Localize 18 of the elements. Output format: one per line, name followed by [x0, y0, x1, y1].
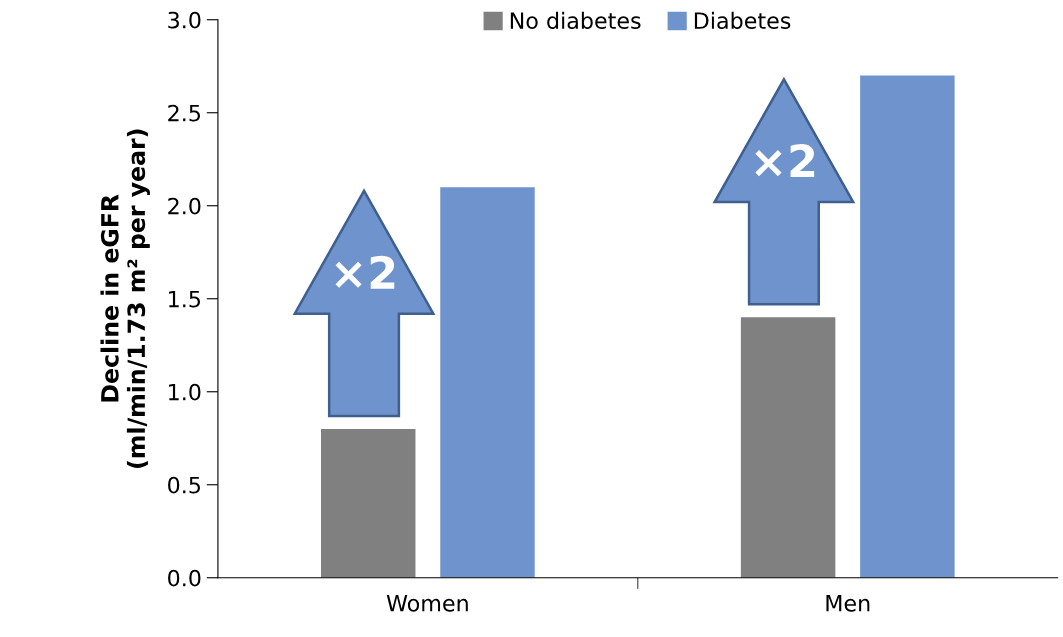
y-tick-label: 3.0 — [168, 11, 201, 29]
legend-label: No diabetes — [510, 11, 641, 30]
x-tick-label: Men — [826, 595, 870, 612]
annotation: ×2 — [755, 144, 815, 178]
bar — [740, 317, 836, 578]
bar — [321, 428, 416, 578]
annotation: ×2 — [335, 255, 395, 289]
y-axis-title: Decline in eGFR (ml/min/1.73 m² per year) — [100, 129, 150, 468]
x-tick-label: Women — [386, 595, 468, 612]
y-tick-label: 2.0 — [168, 197, 201, 215]
bar — [860, 75, 955, 578]
y-tick-label: 1.0 — [169, 383, 201, 401]
y-tick-label: 0.5 — [168, 476, 200, 494]
y-tick-label: 1.5 — [169, 290, 200, 308]
y-tick-label: 2.5 — [168, 104, 200, 122]
y-tick-label: 0.0 — [168, 569, 201, 587]
bar — [440, 187, 535, 578]
legend-label: Diabetes — [694, 11, 791, 30]
